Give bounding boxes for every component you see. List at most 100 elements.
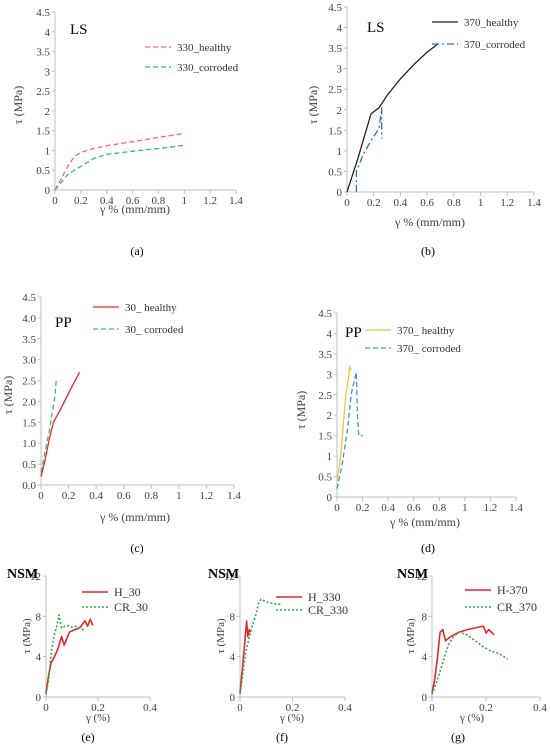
- x-tick-label: 0.4: [381, 502, 395, 514]
- y-tick-label: 12: [224, 571, 235, 583]
- series-line-1: [336, 365, 352, 481]
- y-tick-label: 4.5: [22, 292, 36, 304]
- x-axis-title: γ (%): [459, 712, 484, 724]
- x-tick-label: 1.4: [229, 195, 243, 207]
- y-tick-label: 2: [327, 410, 333, 422]
- x-tick-label: 1.4: [509, 502, 523, 514]
- chart-panel-c: 0 0.2 0.4 0.6 0.8 1 1.2 1.4 0.0 0.5 1.0 1.5 2.0 2.5 3.…: [1, 292, 241, 555]
- x-tick-label: 1.4: [227, 490, 241, 502]
- y-tick-label: 2.0: [22, 396, 36, 408]
- panel-caption: (g): [451, 730, 465, 744]
- legend: H-370 CR_370: [465, 583, 537, 614]
- x-tick-label: 0.2: [74, 195, 88, 207]
- y-tick-label: 8: [230, 611, 236, 623]
- x-tick-label: 0: [344, 197, 350, 209]
- legend-label: 30_ corroded: [125, 324, 184, 336]
- x-tick-label: 0.2: [479, 702, 493, 714]
- y-tick-label: 1: [45, 145, 51, 157]
- y-tick-label: 0.0: [22, 480, 36, 492]
- y-tick-label: 3.5: [36, 47, 50, 59]
- x-tick-label: 1.2: [203, 195, 217, 207]
- x-axis-title: γ (%): [85, 712, 110, 724]
- legend-label: CR_370: [497, 600, 537, 614]
- legend-label: H_330: [308, 590, 341, 604]
- x-tick-label: 0: [334, 502, 340, 514]
- y-tick-label: 3: [327, 369, 333, 381]
- y-tick-label: 2: [45, 106, 51, 118]
- x-axis-title: γ % (mm/mm): [99, 202, 170, 216]
- y-tick-label: 1.5: [318, 431, 332, 443]
- y-tick-label: 0: [337, 187, 343, 199]
- series-line-2: [45, 614, 86, 695]
- y-axis-title: τ (MPa): [306, 86, 320, 124]
- panel-caption: (c): [130, 541, 143, 555]
- y-tick-label: 4.0: [22, 313, 36, 325]
- series-line-2: [355, 107, 383, 192]
- series-line-1: [40, 371, 81, 477]
- x-tick-label: 0.6: [117, 490, 131, 502]
- y-tick-label: 0: [36, 692, 42, 704]
- y-tick-label: 2.5: [36, 86, 50, 98]
- series-line-1: [346, 43, 439, 193]
- x-tick-label: 0.2: [91, 702, 105, 714]
- x-tick-label: 1.2: [500, 197, 514, 209]
- series-line-2: [54, 144, 185, 191]
- x-tick-label: 0.8: [144, 490, 158, 502]
- y-axis-title: τ (MPa): [294, 391, 308, 429]
- y-tick-label: 4.5: [328, 2, 342, 14]
- y-tick-label: 1: [337, 146, 343, 158]
- y-tick-label: 3.5: [22, 334, 36, 346]
- legend: 330_healthy 330_corroded: [145, 42, 239, 74]
- y-axis-title: τ (MPa): [11, 86, 25, 124]
- y-tick-label: 4: [422, 652, 428, 664]
- y-tick-label: 1.5: [22, 417, 36, 429]
- x-tick-label: 0: [429, 702, 435, 714]
- x-tick-label: 0: [52, 195, 58, 207]
- series-line-2: [336, 371, 363, 489]
- x-axis-title: γ (%): [279, 712, 304, 724]
- panel-caption: (d): [421, 541, 435, 555]
- y-tick-label: 8: [36, 611, 42, 623]
- x-tick-label: 1: [478, 197, 484, 209]
- y-tick-label: 0.5: [22, 459, 36, 471]
- y-tick-label: 0: [230, 692, 236, 704]
- y-tick-label: 0.5: [36, 165, 50, 177]
- series-line-1: [54, 132, 185, 191]
- panel-label: LS: [70, 22, 88, 38]
- series-line-2: [431, 631, 509, 695]
- legend-label: H_30: [114, 585, 141, 599]
- panel-label: LS: [367, 20, 385, 36]
- y-tick-label: 4: [337, 23, 343, 35]
- legend-label: H-370: [497, 583, 528, 597]
- x-tick-label: 0: [43, 702, 49, 714]
- x-axis-title: γ % (mm/mm): [389, 515, 460, 529]
- legend-label: 330_corroded: [177, 62, 239, 74]
- series-line-1: [431, 625, 495, 693]
- y-tick-label: 1: [327, 451, 333, 463]
- y-tick-label: 4: [230, 652, 236, 664]
- x-tick-label: 0.4: [89, 490, 103, 502]
- series-line-2: [40, 380, 57, 473]
- x-tick-label: 1: [182, 195, 188, 207]
- series-line-2: [239, 598, 283, 695]
- x-tick-label: 1: [176, 490, 182, 502]
- y-tick-label: 8: [422, 611, 428, 623]
- x-tick-label: 1.4: [527, 197, 541, 209]
- legend-label: 330_healthy: [177, 42, 232, 54]
- panel-label: PP: [55, 315, 72, 331]
- x-tick-label: 0.4: [394, 197, 408, 209]
- y-tick-label: 4: [36, 652, 42, 664]
- panel-caption: (e): [81, 730, 94, 744]
- x-tick-label: 0.4: [100, 195, 114, 207]
- x-tick-label: 1.2: [200, 490, 214, 502]
- y-tick-label: 4.5: [36, 7, 50, 19]
- x-tick-label: 0.6: [420, 197, 434, 209]
- x-tick-label: 0.6: [126, 195, 140, 207]
- legend-label: 370_ corroded: [397, 343, 461, 355]
- x-tick-label: 0.2: [286, 702, 300, 714]
- y-tick-label: 3: [337, 64, 343, 76]
